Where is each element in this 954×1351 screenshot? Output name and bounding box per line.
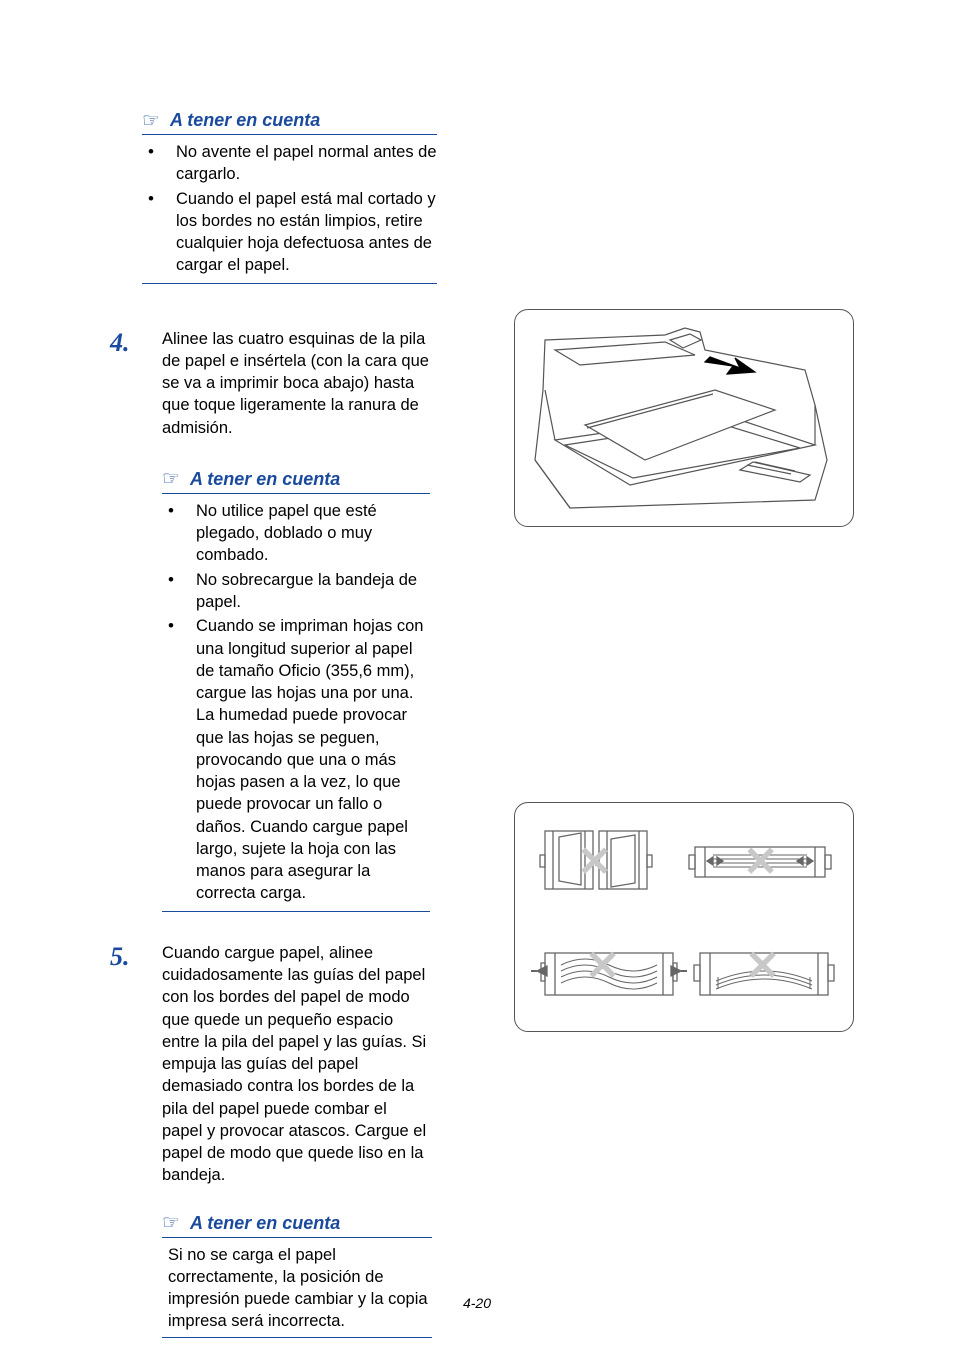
note-title: A tener en cuenta [170,110,320,131]
note-item: No avente el papel normal antes de carga… [142,141,437,186]
note-block-2: ☞ A tener en cuenta No utilice papel que… [162,469,430,912]
note-header: ☞ A tener en cuenta [162,1213,432,1238]
note-item: No sobrecargue la bandeja de papel. [162,569,430,614]
x-mark-icon: ✕ [585,945,620,987]
note-title: A tener en cuenta [190,469,340,490]
note-item: No utilice papel que esté plegado, dobla… [162,500,430,567]
tray-wrong-icon [515,803,855,1033]
x-mark-icon: ✕ [577,841,612,883]
step-number: 4. [110,328,142,912]
printer-illustration-icon [515,310,855,528]
note-header: ☞ A tener en cuenta [162,469,430,494]
note-block-1: ☞ A tener en cuenta No avente el papel n… [142,110,437,284]
note-body: Si no se carga el papel correctamente, l… [162,1244,432,1338]
figure-paper-insert [514,309,854,527]
note-item: Cuando el papel está mal cortado y los b… [142,188,437,277]
pointing-hand-icon: ☞ [162,469,180,489]
pointing-hand-icon: ☞ [142,111,160,131]
note-item: Cuando se impriman hojas con una longitu… [162,615,430,904]
x-mark-icon: ✕ [745,945,780,987]
x-mark-icon: ✕ [743,841,778,883]
note-title: A tener en cuenta [190,1213,340,1234]
note-header: ☞ A tener en cuenta [142,110,437,135]
page-content: ☞ A tener en cuenta No avente el papel n… [110,110,859,1338]
note-text: Si no se carga el papel correctamente, l… [162,1244,432,1333]
page-number: 4-20 [0,1295,954,1311]
pointing-hand-icon: ☞ [162,1213,180,1233]
note-block-3: ☞ A tener en cuenta Si no se carga el pa… [162,1213,432,1338]
figure-incorrect-loading: ✕ ✕ ✕ ✕ [514,802,854,1032]
step-text: Alinee las cuatro esquinas de la pila de… [162,328,430,439]
note-body: No utilice papel que esté plegado, dobla… [162,500,430,912]
note-body: No avente el papel normal antes de carga… [142,141,437,284]
step-number: 5. [110,942,142,1338]
step-text: Cuando cargue papel, alinee cuidadosamen… [162,942,430,1187]
